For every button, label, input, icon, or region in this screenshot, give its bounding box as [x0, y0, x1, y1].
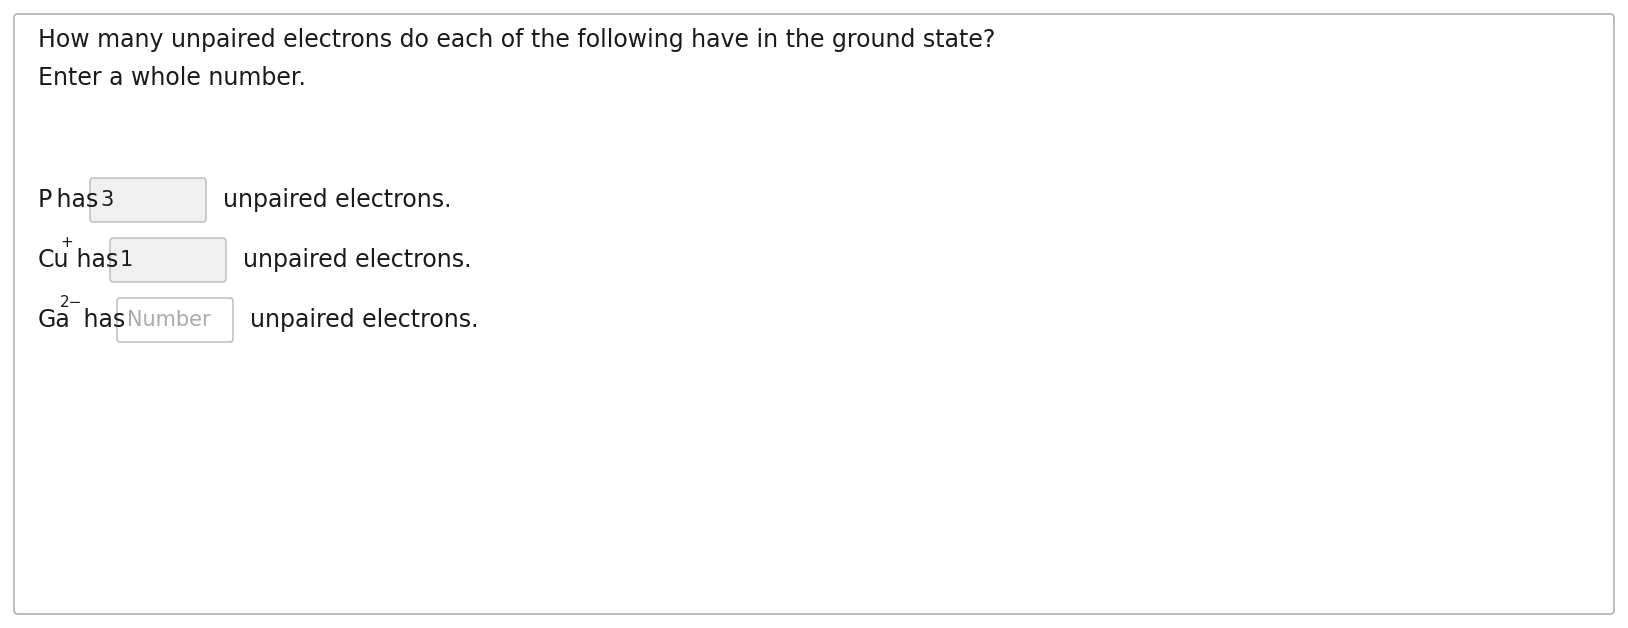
Text: How many unpaired electrons do each of the following have in the ground state?: How many unpaired electrons do each of t…	[37, 28, 995, 52]
Text: has: has	[49, 188, 98, 212]
Text: +: +	[60, 235, 73, 250]
Text: P: P	[37, 188, 52, 212]
Text: Enter a whole number.: Enter a whole number.	[37, 66, 306, 90]
Text: Cu: Cu	[37, 248, 70, 272]
Text: unpaired electrons.: unpaired electrons.	[234, 308, 479, 332]
Text: has: has	[68, 248, 119, 272]
Text: 3: 3	[99, 190, 114, 210]
Text: unpaired electrons.: unpaired electrons.	[228, 248, 472, 272]
Text: 1: 1	[120, 250, 133, 270]
FancyBboxPatch shape	[111, 238, 226, 282]
Text: has: has	[77, 308, 125, 332]
Text: Ga: Ga	[37, 308, 70, 332]
Text: unpaired electrons.: unpaired electrons.	[208, 188, 451, 212]
FancyBboxPatch shape	[90, 178, 207, 222]
FancyBboxPatch shape	[117, 298, 233, 342]
FancyBboxPatch shape	[15, 14, 1613, 614]
Text: 2−: 2−	[60, 295, 83, 310]
Text: Number: Number	[127, 310, 210, 330]
